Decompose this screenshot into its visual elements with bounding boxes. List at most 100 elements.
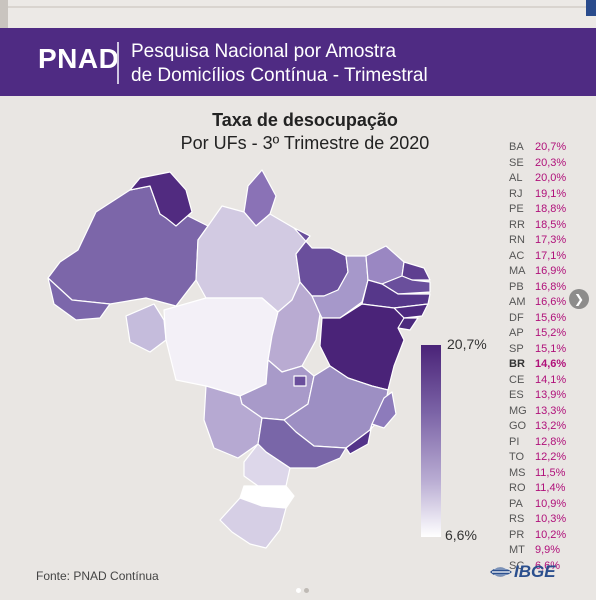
header-banner: PNAD Pesquisa Nacional por Amostra de Do… <box>0 28 596 96</box>
ranking-value: 12,2% <box>535 451 567 463</box>
ranking-row-df: DF 15,6% <box>509 311 569 327</box>
ranking-value: 15,6% <box>535 311 567 324</box>
ranking-row-ms: MS 11,5% <box>509 466 569 482</box>
ranking-uf-label: RJ <box>509 187 523 200</box>
ranking-value: 13,3% <box>535 404 567 417</box>
ranking-uf-label: GO <box>509 420 527 432</box>
state-pr <box>243 443 291 487</box>
header-divider <box>117 42 119 84</box>
ranking-value: 10,3% <box>535 513 567 525</box>
state-df <box>293 375 307 387</box>
ranking-value: 16,6% <box>535 296 567 308</box>
ranking-uf-label: MA <box>509 265 526 277</box>
ranking-uf-label: PA <box>509 497 523 510</box>
ranking-row-go: GO 13,2% <box>509 419 569 435</box>
ranking-value: 19,1% <box>535 187 567 200</box>
ranking-value: 16,8% <box>535 280 567 293</box>
pnad-logo: PNAD <box>38 43 120 74</box>
uf-ranking-list: BA 20,7% SE 20,3% AL 20,0% RJ 19,1% PE 18,8% RR 18,… <box>509 140 569 574</box>
ranking-uf-label: SE <box>509 156 524 169</box>
top-strip <box>0 0 596 28</box>
ranking-uf-label: TO <box>509 451 525 463</box>
scale-max-label: 20,7% <box>447 336 487 352</box>
ranking-uf-label: DF <box>509 311 524 324</box>
ranking-value: 13,2% <box>535 420 567 432</box>
ranking-uf-label: RO <box>509 482 526 494</box>
state-rj <box>345 423 373 455</box>
state-pa <box>195 205 311 313</box>
ranking-value: 13,9% <box>535 389 567 401</box>
ranking-value: 20,0% <box>535 172 567 184</box>
ranking-row-rj: RJ 19,1% <box>509 187 569 203</box>
corner-accent <box>586 0 596 16</box>
ranking-value: 14,1% <box>535 373 567 386</box>
ranking-row-pi: PI 12,8% <box>509 435 569 451</box>
ranking-row-pr: PR 10,2% <box>509 528 569 544</box>
state-rr <box>129 171 193 227</box>
ranking-value: 10,9% <box>535 497 567 510</box>
carousel-dot-active[interactable] <box>296 588 301 593</box>
ranking-uf-label: SC <box>509 559 525 572</box>
scale-min-label: 6,6% <box>445 527 477 543</box>
ranking-row-ro: RO 11,4% <box>509 481 569 497</box>
state-es <box>371 391 397 429</box>
header-title-line1: Pesquisa Nacional por Amostra <box>131 41 397 62</box>
color-scale-bar <box>421 345 441 537</box>
carousel-dot[interactable] <box>304 588 309 593</box>
ranking-row-rs: RS 10,3% <box>509 512 569 528</box>
ranking-value: 20,3% <box>535 156 567 169</box>
ranking-uf-label: CE <box>509 373 525 386</box>
ranking-uf-label: AC <box>509 249 525 262</box>
ranking-uf-label: PI <box>509 435 520 448</box>
state-rn <box>401 261 431 281</box>
ranking-uf-label: PB <box>509 280 524 293</box>
state-ac <box>47 277 111 321</box>
ranking-value: 15,1% <box>535 342 567 355</box>
ranking-value: 17,1% <box>535 249 567 262</box>
ranking-row-se: SE 20,3% <box>509 156 569 172</box>
ranking-uf-label: SP <box>509 342 524 355</box>
ranking-uf-label: MT <box>509 544 525 556</box>
ranking-row-ba: BA 20,7% <box>509 140 569 156</box>
ranking-uf-label: MS <box>509 466 526 479</box>
ranking-uf-label: AM <box>509 296 526 308</box>
frame-border <box>0 0 8 28</box>
ranking-uf-label: AL <box>509 172 523 184</box>
ranking-row-es: ES 13,9% <box>509 388 569 404</box>
map-title: Taxa de desocupação <box>212 110 398 130</box>
ranking-uf-label: PE <box>509 203 524 215</box>
ranking-row-mt: MT 9,9% <box>509 543 569 559</box>
ranking-value: 20,7% <box>535 141 567 153</box>
ibge-logo-text: IBGE <box>514 562 556 581</box>
ranking-value: 6,6% <box>535 559 561 572</box>
state-mt <box>163 297 279 397</box>
ranking-value: 18,5% <box>535 218 567 231</box>
state-rs <box>219 497 287 549</box>
ranking-row-mg: MG 13,3% <box>509 404 569 420</box>
ranking-uf-label: RS <box>509 513 525 525</box>
state-ro <box>125 303 167 353</box>
state-to <box>267 281 321 373</box>
ranking-uf-label: BR <box>509 358 525 370</box>
ranking-value: 9,9% <box>535 544 561 556</box>
ranking-value: 18,8% <box>535 203 567 215</box>
ranking-uf-label: ES <box>509 389 524 401</box>
ranking-row-ma: MA 16,9% <box>509 264 569 280</box>
ranking-value: 10,2% <box>535 528 567 541</box>
ranking-row-ce: CE 14,1% <box>509 373 569 389</box>
header-title-line2: de Domicílios Contínua - Trimestral <box>131 65 428 86</box>
ranking-row-br: BR 14,6% <box>509 357 569 373</box>
ranking-row-pa: PA 10,9% <box>509 497 569 513</box>
ibge-logo-icon <box>490 567 512 577</box>
ranking-uf-label: AP <box>509 327 524 339</box>
ranking-row-pe: PE 18,8% <box>509 202 569 218</box>
ranking-uf-label: RR <box>509 218 525 231</box>
ranking-row-ac: AC 17,1% <box>509 249 569 265</box>
ranking-row-al: AL 20,0% <box>509 171 569 187</box>
carousel-dots <box>296 580 312 598</box>
carousel-next-button[interactable]: ❯ <box>569 289 589 309</box>
ranking-value: 11,5% <box>535 466 566 479</box>
ranking-uf-label: PR <box>509 528 525 541</box>
ranking-row-rn: RN 17,3% <box>509 233 569 249</box>
